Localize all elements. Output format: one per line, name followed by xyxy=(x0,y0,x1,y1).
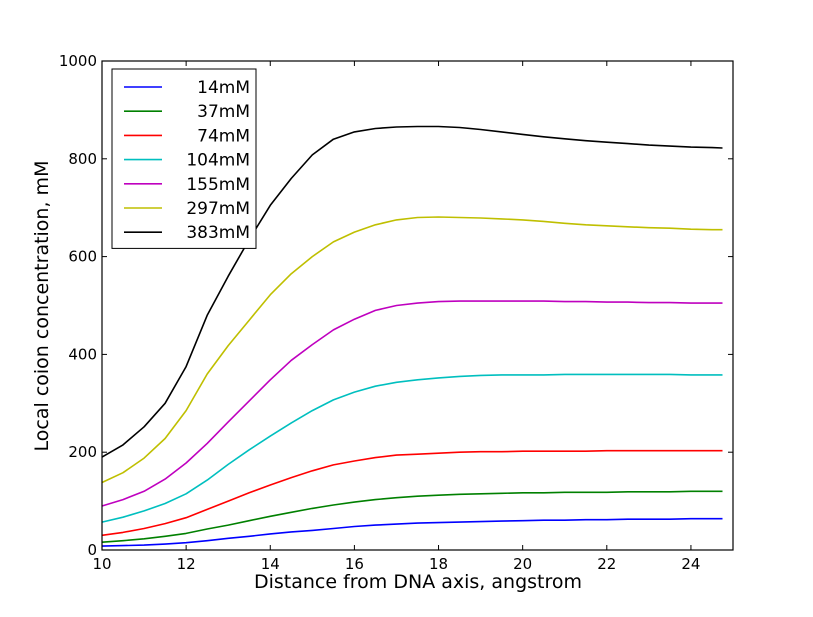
series-line-37mM xyxy=(101,490,723,543)
x-tick-label: 22 xyxy=(597,555,616,573)
x-tick-label: 12 xyxy=(177,555,196,573)
x-tick-label: 24 xyxy=(681,555,700,573)
series-line-74mM xyxy=(101,449,723,537)
axes-border xyxy=(101,60,734,551)
legend-label: 297mM xyxy=(186,199,250,219)
legend-label: 14mM xyxy=(197,78,250,98)
tick-layer: 10 12 14 16 18 20 22 24 0 200 400 600 800 1000 xyxy=(59,52,733,573)
legend-box xyxy=(111,68,257,249)
series-line-383mM xyxy=(101,125,723,458)
x-tick-label: 16 xyxy=(345,555,364,573)
legend-label: 155mM xyxy=(186,175,250,195)
axes-frame xyxy=(101,60,734,551)
series-line-14mM xyxy=(101,517,723,547)
x-tick-label: 14 xyxy=(261,555,280,573)
y-tick-label: 1000 xyxy=(59,52,97,70)
series-line-104mM xyxy=(101,373,723,523)
legend-label: 37mM xyxy=(197,102,250,122)
y-tick-label: 600 xyxy=(68,248,97,266)
x-tick-label: 10 xyxy=(92,555,111,573)
y-tick-label: 200 xyxy=(68,443,97,461)
x-axis-label: Distance from DNA axis, angstrom xyxy=(254,571,582,593)
y-axis-label: Local coion concentration, mM xyxy=(31,161,53,452)
legend-label: 383mM xyxy=(186,223,250,243)
x-tick-label: 20 xyxy=(513,555,532,573)
y-tick-label: 0 xyxy=(87,541,97,559)
legend-label: 104mM xyxy=(186,151,250,171)
series-line-155mM xyxy=(101,300,723,507)
series-line-297mM xyxy=(101,216,723,484)
y-tick-label: 400 xyxy=(68,345,97,363)
legend-label: 74mM xyxy=(197,126,250,146)
series-layer xyxy=(101,125,723,547)
legend: 14mM 37mM 74mM 104mM 155mM 297mM 383mM xyxy=(111,68,257,249)
y-tick-label: 800 xyxy=(68,150,97,168)
x-tick-label: 18 xyxy=(429,555,448,573)
